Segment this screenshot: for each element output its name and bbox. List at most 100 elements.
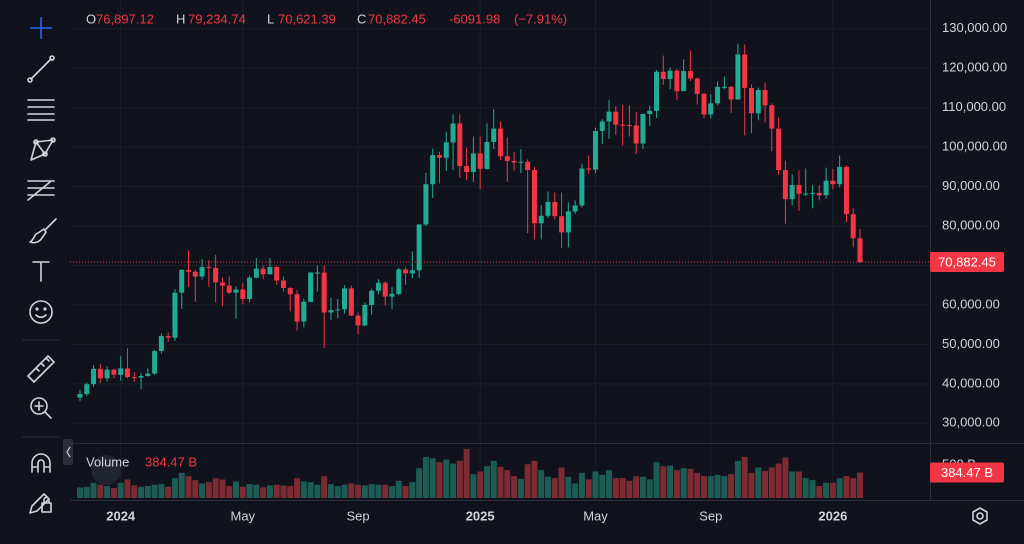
volume-bar <box>294 478 301 498</box>
candle-body <box>436 155 442 158</box>
volume-bar <box>226 486 233 498</box>
volume-bar <box>280 485 287 498</box>
candle-body <box>810 192 816 194</box>
candle-body <box>708 103 714 115</box>
pattern-tool[interactable] <box>30 137 56 161</box>
candle-body <box>620 124 626 126</box>
volume-bar <box>633 476 640 498</box>
ruler-tool[interactable] <box>27 355 55 383</box>
volume-bar <box>327 484 334 498</box>
y-tick-label: 30,000.00 <box>942 415 1000 430</box>
volume-bar <box>565 476 572 498</box>
volume-bar <box>789 471 796 498</box>
candle-body <box>640 114 646 144</box>
candle-body <box>430 155 436 185</box>
candle-body <box>599 121 605 131</box>
volume-bar <box>124 479 131 498</box>
magnet-tool[interactable] <box>31 453 51 473</box>
candle-body <box>403 269 409 274</box>
volume-bar <box>341 484 348 498</box>
candle-body <box>525 161 531 171</box>
volume-bar <box>219 479 226 498</box>
volume-bar <box>402 486 409 498</box>
candle-body <box>240 289 246 300</box>
candle-body <box>681 71 687 92</box>
candle-body <box>308 272 314 302</box>
candle-body <box>321 272 327 313</box>
candle-body <box>776 128 782 171</box>
lock-drawings-tool[interactable] <box>29 493 52 514</box>
candle-body <box>477 153 483 169</box>
candle-body <box>450 123 456 143</box>
candle-body <box>369 290 375 305</box>
volume-bar <box>266 485 273 498</box>
volume-bar <box>382 484 389 498</box>
volume-bar <box>572 483 579 498</box>
text-tool[interactable] <box>32 261 50 282</box>
candle-body <box>104 369 110 379</box>
volume-bar <box>470 474 477 498</box>
candle-body <box>647 110 653 115</box>
ohlc-legend: O 76,897.12 H 79,234.74 L 70,621.39 C 70… <box>86 11 567 26</box>
volume-bar <box>253 484 260 498</box>
candle-body <box>186 269 192 272</box>
volume-tag-label: 384.47 B <box>941 465 993 480</box>
x-tick-label: 2024 <box>106 508 136 523</box>
fib-tool[interactable] <box>27 180 55 201</box>
y-tick-label: 60,000.00 <box>942 296 1000 311</box>
collapse-toolbar[interactable] <box>63 439 73 465</box>
candle-body <box>314 272 320 274</box>
volume-bar <box>375 484 382 498</box>
volume-bar <box>775 463 782 498</box>
brush-tool[interactable] <box>29 218 57 244</box>
zoom-tool[interactable] <box>30 397 52 419</box>
candle-body <box>416 224 422 271</box>
candle-body <box>592 130 598 170</box>
trend-line-tool[interactable] <box>27 55 55 83</box>
volume-bar <box>212 478 219 498</box>
volume-bar <box>687 468 694 498</box>
candle-body <box>837 166 843 185</box>
volume-bar <box>721 476 728 498</box>
volume-bar <box>171 478 178 498</box>
candle-body <box>335 309 341 311</box>
emoji-tool[interactable] <box>29 300 53 324</box>
volume-bar <box>585 479 592 498</box>
horizontal-lines-tool[interactable] <box>27 99 55 121</box>
volume-bar <box>524 464 531 498</box>
volume-bar <box>178 472 185 498</box>
y-tick-label: 80,000.00 <box>942 217 1000 232</box>
y-tick-label: 90,000.00 <box>942 178 1000 193</box>
candle-body <box>206 267 212 269</box>
volume-bar <box>707 476 714 498</box>
candle-body <box>735 54 741 100</box>
volume-bar <box>436 462 443 498</box>
candle-body <box>857 238 863 263</box>
crosshair-tool[interactable] <box>30 17 52 39</box>
y-tick-label: 100,000.00 <box>942 139 1007 154</box>
volume-bar <box>117 482 124 498</box>
volume-bar <box>83 486 90 498</box>
candle-body <box>511 160 517 163</box>
volume-bar <box>612 478 619 498</box>
candle-body <box>796 185 802 194</box>
volume-bar <box>538 470 545 498</box>
candle-body <box>545 201 551 216</box>
volume-bar <box>490 460 497 498</box>
candle-body <box>362 304 368 326</box>
candle-body <box>843 166 849 215</box>
candle-body <box>124 368 130 378</box>
volume-bar <box>321 476 328 498</box>
candle-body <box>118 368 124 375</box>
volume-bar <box>558 467 565 498</box>
volume-bar <box>606 470 613 498</box>
volume-toggle[interactable] <box>91 455 121 485</box>
volume-bar <box>748 472 755 498</box>
y-tick-label: 110,000.00 <box>942 99 1006 114</box>
candle-body <box>294 294 300 322</box>
candle-body <box>823 180 829 196</box>
candle-body <box>654 71 660 111</box>
settings-button[interactable] <box>972 507 988 525</box>
volume-bar <box>850 478 857 498</box>
